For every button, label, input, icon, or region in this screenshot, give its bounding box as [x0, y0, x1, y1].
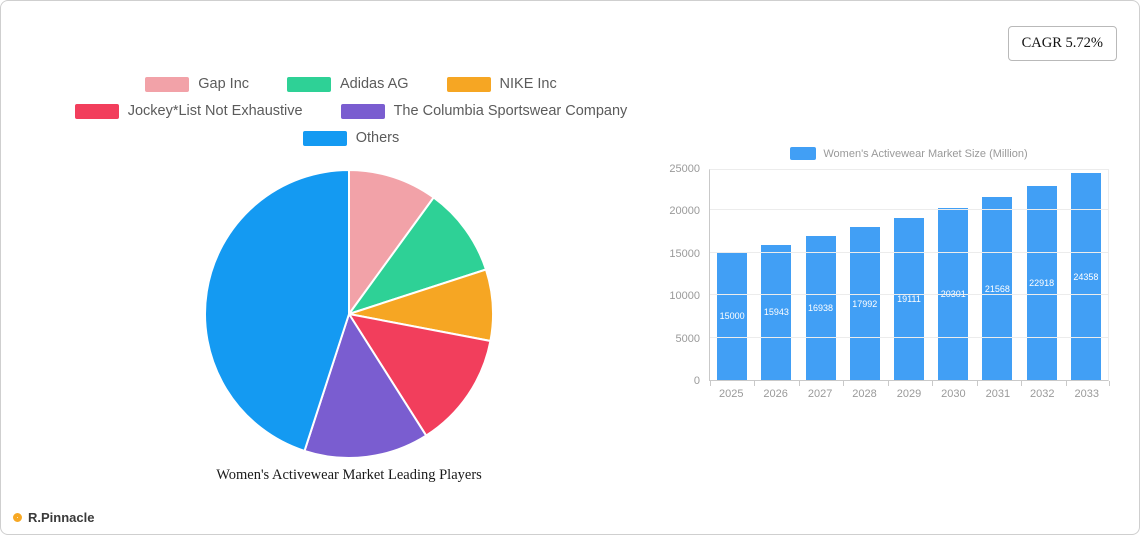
- legend-label: NIKE Inc: [499, 76, 557, 92]
- bar-2027: 16938: [805, 236, 836, 380]
- x-axis-label: 2027: [807, 388, 833, 400]
- pie-slice-others: [204, 168, 350, 453]
- legend-item-jockey-list-not-exhaustive[interactable]: Jockey*List Not Exhaustive: [74, 103, 303, 119]
- gridline: [710, 209, 1108, 211]
- legend-swatch: [74, 103, 119, 119]
- bar-value-label: 15000: [719, 311, 745, 322]
- bar-legend-label: Women's Activewear Market Size (Million): [823, 147, 1028, 160]
- legend-label: Jockey*List Not Exhaustive: [127, 103, 303, 119]
- bar-value-label: 17992: [852, 298, 878, 309]
- x-axis-label: 2028: [852, 388, 877, 400]
- pie-chart-title: Women's Activewear Market Leading Player…: [216, 467, 482, 483]
- x-axis-label: 2026: [763, 388, 788, 400]
- x-axis-tick: [754, 381, 756, 386]
- bar-legend-swatch: [790, 147, 817, 160]
- legend-swatch: [302, 130, 347, 146]
- x-axis-label: 2033: [1074, 388, 1099, 400]
- legend-item-nike-inc[interactable]: NIKE Inc: [446, 76, 557, 92]
- x-axis-tick: [932, 381, 934, 386]
- legend-item-gap-inc[interactable]: Gap Inc: [145, 76, 249, 92]
- bar-legend[interactable]: Women's Activewear Market Size (Million): [709, 147, 1109, 160]
- x-axis-tick: [1021, 381, 1023, 386]
- bar-value-label: 15943: [763, 307, 789, 318]
- bar-2025: 15000: [717, 252, 748, 380]
- x-axis-tick: [1065, 381, 1067, 386]
- bar-2029: 19111: [893, 217, 924, 380]
- legend-item-others[interactable]: Others: [302, 130, 400, 146]
- cagr-label: CAGR 5.72%: [1021, 35, 1103, 51]
- bar-2028: 17992: [849, 227, 880, 380]
- pie-chart: [204, 168, 494, 459]
- bar-2031: 21568: [982, 197, 1013, 380]
- bars-container: 15000 15943 16938 17992 19111 20301 21568 22918…: [710, 170, 1108, 380]
- brand-logo: R.Pinnacle: [13, 510, 94, 525]
- x-axis-label: 2032: [1030, 388, 1055, 400]
- pie-slice-the-columbia-sportswear-company: [303, 311, 428, 459]
- y-axis: 0 5000 10000 15000 20000 25000: [663, 163, 709, 387]
- gridline: [710, 251, 1108, 253]
- bar-2033: 24358: [1070, 173, 1101, 380]
- legend-item-adidas-ag[interactable]: Adidas AG: [287, 76, 409, 92]
- x-axis-tick: [710, 381, 711, 386]
- x-axis-label: 2029: [896, 388, 922, 400]
- logo-text: R.Pinnacle: [28, 510, 95, 525]
- bar-2030: 20301: [938, 207, 969, 380]
- legend-swatch: [446, 76, 491, 92]
- x-axis-tick: [887, 381, 889, 386]
- cagr-badge: CAGR 5.72%: [1007, 26, 1117, 61]
- bar-value-label: 16938: [808, 303, 834, 314]
- bar-plot-area: 15000 15943 16938 17992 19111 20301 21568 22918…: [709, 169, 1110, 386]
- legend-label: Gap Inc: [198, 76, 250, 92]
- bar-value-label: 21568: [984, 283, 1010, 294]
- x-axis: 2025 2026 2027 2028 2029 2030 2031 2032 2033: [709, 388, 1109, 400]
- legend-swatch: [287, 76, 332, 92]
- y-axis-label: 15000: [669, 247, 700, 260]
- bar-value-label: 24358: [1073, 271, 1099, 282]
- pie-legend-row: Others: [31, 130, 671, 146]
- legend-label: Others: [355, 130, 400, 146]
- bar-value-label: 20301: [941, 289, 966, 299]
- y-axis-label: 20000: [669, 205, 700, 218]
- bar-chart-plot-row: 0 5000 10000 15000 20000 25000 15000 15943 1693…: [663, 163, 1131, 387]
- pie-legend-row: Gap Inc Adidas AG NIKE Inc: [31, 76, 671, 92]
- x-axis-label: 2025: [718, 388, 744, 400]
- bar-2026: 15943: [761, 244, 792, 380]
- pie-slice-jockey-list-not-exhaustive: [346, 312, 492, 437]
- legend-label: The Columbia Sportswear Company: [393, 103, 628, 119]
- pie-legend-row: Jockey*List Not Exhaustive The Columbia S…: [31, 103, 671, 119]
- bar-2032: 22918: [1026, 185, 1057, 380]
- x-axis-tick: [798, 381, 800, 386]
- bar-value-label: 19111: [897, 293, 921, 304]
- bar-value-label: 22918: [1029, 277, 1055, 288]
- legend-item-the-columbia-sportswear-company[interactable]: The Columbia Sportswear Company: [340, 103, 628, 119]
- y-axis-label: 25000: [669, 163, 700, 175]
- legend-swatch: [340, 103, 385, 119]
- legend-swatch: [145, 76, 190, 92]
- pie-slice-adidas-ag: [346, 196, 488, 316]
- y-axis-label: 0: [693, 375, 700, 387]
- y-axis-label: 10000: [669, 290, 700, 303]
- logo-icon: [13, 513, 22, 522]
- x-axis-label: 2030: [941, 388, 966, 400]
- legend-label: Adidas AG: [340, 76, 409, 92]
- pie-legend: Gap Inc Adidas AG NIKE Inc Jockey*List Not …: [31, 76, 671, 157]
- gridline: [710, 294, 1108, 296]
- x-axis-tick: [1109, 381, 1110, 386]
- gridline: [710, 336, 1108, 338]
- y-axis-label: 5000: [675, 332, 700, 345]
- x-axis-tick: [976, 381, 978, 386]
- x-axis-tick: [843, 381, 845, 386]
- x-axis-label: 2031: [985, 388, 1011, 400]
- pie-slice-gap-inc: [348, 168, 436, 318]
- bar-chart-section: Women's Activewear Market Size (Million)…: [663, 147, 1131, 400]
